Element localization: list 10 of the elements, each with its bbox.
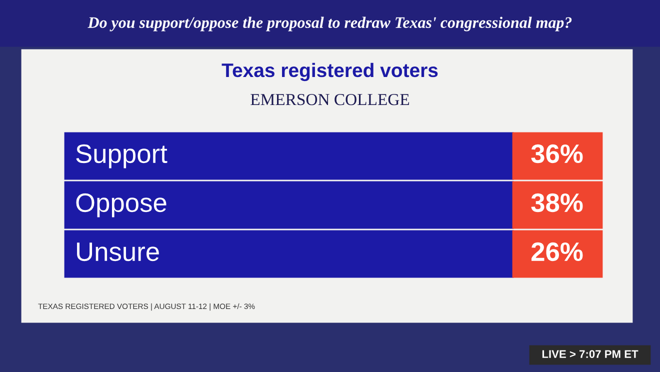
data-label: 38%	[531, 193, 583, 212]
category-label: Unsure	[77, 242, 159, 262]
category-label: Support	[76, 144, 168, 168]
data-label: 26%	[532, 242, 583, 262]
text: Do you support/oppose the proposal to redraw Texas' congressional map?	[88, 16, 572, 32]
text: LIVE > 7:07 PM ET	[542, 350, 638, 358]
text: Texas registered voters	[222, 62, 438, 82]
category-label: Oppose	[76, 193, 166, 218]
data-label: 36%	[531, 144, 583, 164]
text: EMERSON COLLEGE	[250, 94, 410, 106]
